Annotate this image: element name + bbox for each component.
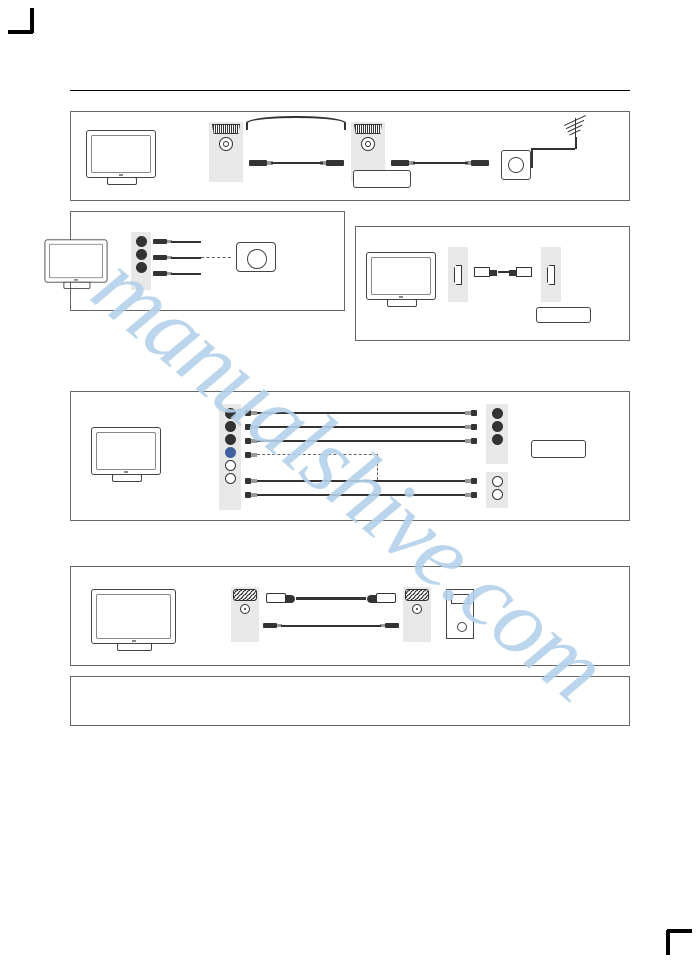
coax-cable (271, 162, 323, 164)
coax-jack (326, 160, 344, 166)
tv-icon (45, 239, 108, 282)
component-cable (257, 440, 465, 442)
pc-tower-icon (446, 589, 474, 639)
rca-plug (471, 492, 477, 498)
device-hdmi-panel (541, 247, 561, 302)
rca-cable-combined (201, 257, 231, 259)
panel-av-camera (70, 211, 345, 311)
vga-plug (266, 593, 286, 603)
hdmi-plug (474, 267, 490, 277)
coax-jack (471, 160, 489, 166)
pc-vga-panel (403, 587, 431, 642)
tv-vga-panel (231, 587, 259, 642)
scart-cable (246, 116, 346, 130)
component-cable (257, 426, 465, 428)
panel-component (70, 391, 630, 521)
component-audio-alt (257, 454, 377, 456)
crop-mark (30, 8, 34, 33)
rca-plug (471, 410, 477, 416)
vga-plug (376, 593, 396, 603)
hdmi-cable (498, 271, 512, 273)
camera-icon (236, 242, 276, 272)
coax-jack (391, 160, 409, 166)
panel-hdmi (355, 226, 630, 341)
rca-plug (245, 438, 251, 444)
rca-plug (245, 424, 251, 430)
vga-cable (296, 597, 366, 600)
wall-socket-icon (501, 150, 531, 180)
tv-hdmi-panel (448, 247, 468, 302)
hdmi-plug (516, 267, 532, 277)
rca-plug (471, 478, 477, 484)
tv-icon (91, 589, 176, 644)
disc-player-icon (531, 440, 586, 458)
audio-jack (263, 623, 277, 628)
audio-cable (281, 625, 381, 627)
tv-icon (366, 252, 436, 300)
rca-cable (171, 241, 201, 243)
tv-icon (86, 130, 156, 178)
panel-row (70, 211, 630, 341)
audio-jack (385, 623, 399, 628)
crop-mark (666, 930, 670, 955)
rca-plug (245, 492, 251, 498)
rca-jack (153, 271, 167, 276)
coax-cable (413, 162, 468, 164)
tv-rca-panel (131, 232, 151, 290)
player-box-icon (536, 307, 591, 323)
tv-scart-panel (209, 122, 243, 182)
panel-note-empty (70, 676, 630, 726)
rca-jack (153, 255, 167, 260)
page-content (50, 30, 650, 933)
tv-icon (91, 427, 161, 475)
device-audio-panel (486, 472, 508, 508)
header-rule (70, 90, 630, 91)
tv-component-panel (219, 404, 241, 510)
set-top-box-icon (353, 170, 411, 188)
rca-plug (245, 452, 251, 458)
rca-jack (153, 239, 167, 244)
rca-plug (471, 424, 477, 430)
antenna-icon (561, 118, 591, 138)
component-audio-alt (377, 454, 378, 480)
component-cable (257, 412, 465, 414)
rca-plug (245, 410, 251, 416)
audio-cable (257, 480, 465, 482)
audio-cable (257, 494, 465, 496)
rca-cable (171, 273, 201, 275)
panel-scart-antenna (70, 111, 630, 201)
panel-vga-pc (70, 566, 630, 666)
rca-cable (171, 257, 201, 259)
coax-jack (249, 160, 267, 166)
crop-mark (667, 929, 692, 933)
rca-plug (471, 438, 477, 444)
device-component-panel (486, 404, 508, 464)
rca-plug (245, 478, 251, 484)
